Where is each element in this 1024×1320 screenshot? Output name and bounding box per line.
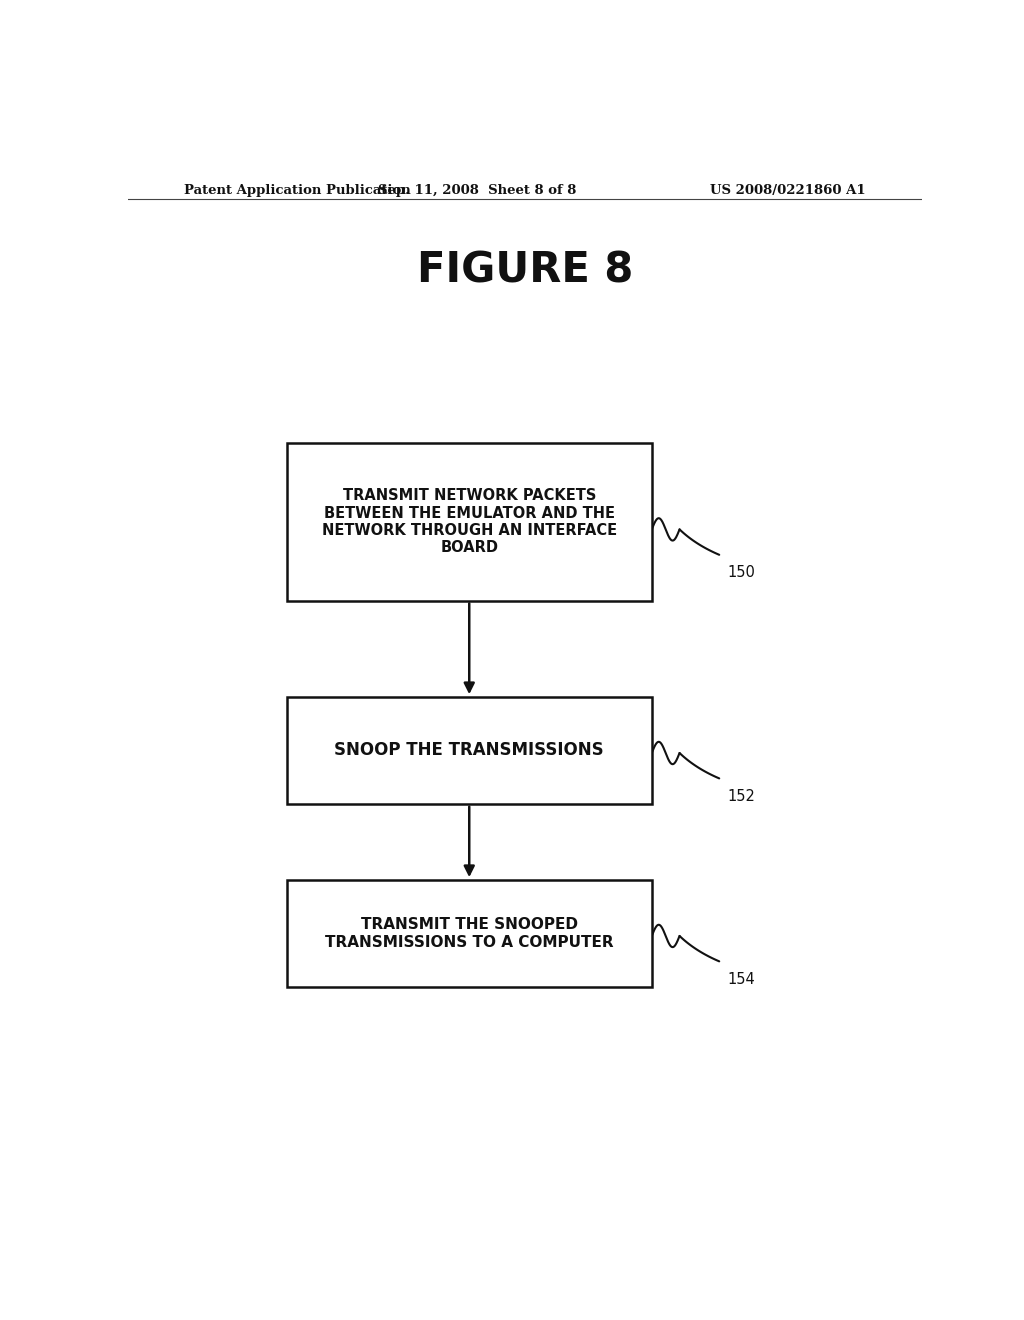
Text: SNOOP THE TRANSMISSIONS: SNOOP THE TRANSMISSIONS	[335, 742, 604, 759]
Text: 150: 150	[727, 565, 755, 579]
Text: 154: 154	[727, 972, 755, 986]
Text: 152: 152	[727, 788, 755, 804]
FancyBboxPatch shape	[287, 880, 652, 987]
FancyBboxPatch shape	[287, 697, 652, 804]
Text: TRANSMIT THE SNOOPED
TRANSMISSIONS TO A COMPUTER: TRANSMIT THE SNOOPED TRANSMISSIONS TO A …	[325, 917, 613, 949]
Text: FIGURE 8: FIGURE 8	[417, 249, 633, 292]
FancyBboxPatch shape	[287, 444, 652, 601]
Text: Sep. 11, 2008  Sheet 8 of 8: Sep. 11, 2008 Sheet 8 of 8	[378, 183, 577, 197]
Text: TRANSMIT NETWORK PACKETS
BETWEEN THE EMULATOR AND THE
NETWORK THROUGH AN INTERFA: TRANSMIT NETWORK PACKETS BETWEEN THE EMU…	[322, 488, 616, 556]
Text: Patent Application Publication: Patent Application Publication	[183, 183, 411, 197]
Text: US 2008/0221860 A1: US 2008/0221860 A1	[711, 183, 866, 197]
